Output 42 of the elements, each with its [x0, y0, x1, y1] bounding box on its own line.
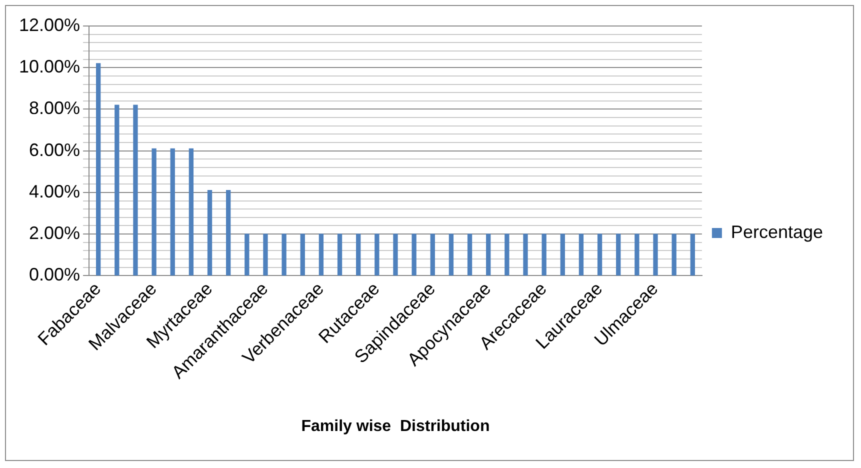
bar: [467, 234, 472, 276]
legend-label: Percentage: [730, 222, 824, 242]
bar: [578, 234, 584, 276]
bar: [263, 234, 268, 276]
bar: [244, 234, 250, 276]
bar: [374, 234, 380, 276]
y-tick-label: 12.00%: [18, 14, 80, 35]
bar: [672, 234, 676, 276]
y-tick-label: 10.00%: [18, 56, 80, 77]
bar: [152, 148, 156, 276]
bar: [337, 234, 342, 276]
bar: [523, 234, 528, 276]
bar: [448, 234, 454, 276]
y-tick-label: 4.00%: [29, 181, 80, 202]
bar: [542, 234, 546, 276]
bar: [96, 63, 101, 276]
bar: [114, 104, 120, 276]
bar: [597, 234, 602, 276]
bar: [634, 234, 640, 276]
bar: [300, 234, 305, 276]
bar: [226, 190, 231, 276]
bar: [282, 234, 286, 276]
bar: [653, 234, 658, 276]
y-tick-label: 2.00%: [29, 223, 80, 244]
bar: [430, 234, 435, 276]
x-axis-title: Family wise Distribution: [301, 418, 490, 435]
bar: [356, 234, 361, 276]
bar: [616, 234, 621, 276]
bar: [188, 148, 194, 276]
y-tick-label: 0.00%: [29, 264, 80, 285]
bar: [412, 234, 416, 276]
bar: [207, 190, 212, 276]
bar: [393, 234, 398, 276]
bar: [486, 234, 491, 276]
bar: [318, 234, 324, 276]
y-tick-label: 8.00%: [29, 98, 80, 118]
bar: [170, 148, 175, 276]
y-tick-label: 6.00%: [29, 140, 80, 160]
bar: [690, 234, 695, 276]
bar: [560, 234, 565, 276]
bar: [504, 234, 510, 276]
bar: [133, 104, 138, 276]
